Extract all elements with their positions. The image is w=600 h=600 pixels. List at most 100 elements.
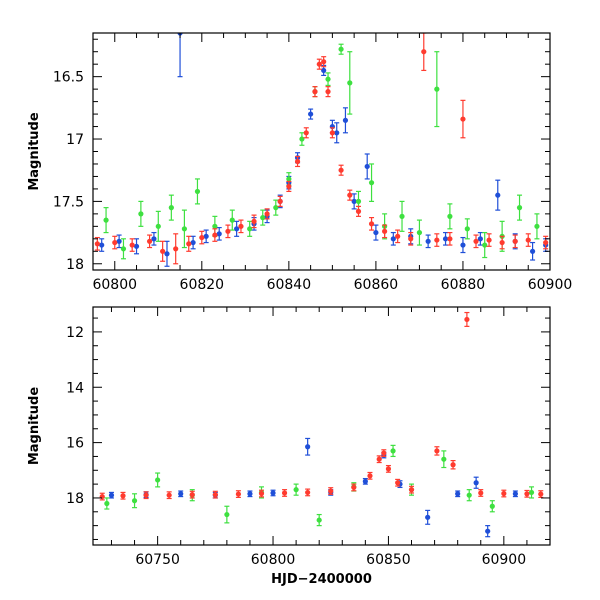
x-axis-title: HJD−2400000 [271,572,372,587]
data-point [460,116,466,122]
y-tick-label: 16.5 [53,70,84,86]
data-layer [99,311,544,538]
data-point [524,491,530,497]
data-point [347,192,353,198]
data-point [194,188,201,195]
x-tick-label: 60820 [180,277,225,293]
data-point [190,239,196,246]
data-point [486,237,492,243]
data-point [260,215,266,221]
data-point [270,490,276,496]
data-point [308,111,314,117]
data-point [168,205,174,211]
data-point [164,251,170,257]
data-point [286,176,292,182]
data-point [212,223,218,229]
x-tick-label: 60840 [267,277,312,293]
data-point [399,213,405,219]
data-point [199,234,205,241]
y-axis-title: Magnitude [27,112,42,191]
data-point [466,492,472,498]
data-point [425,514,431,520]
data-point [328,488,334,494]
data-point [133,243,140,249]
series-2 [99,311,544,501]
data-point [342,117,349,123]
series-1 [103,43,540,260]
data-point [224,511,230,518]
data-point [355,198,362,204]
data-point [447,236,453,242]
data-point [501,490,507,497]
data-point [160,248,166,254]
data-point [234,226,240,232]
data-point [512,491,518,497]
plot-frame [92,32,551,271]
data-point [316,61,322,67]
data-point [104,500,110,507]
data-point [329,130,335,136]
data-point [434,448,440,454]
x-tick-label: 60880 [441,277,486,293]
data-point [138,211,144,217]
data-point [321,59,327,65]
data-point [338,46,344,52]
data-point [229,217,235,223]
y-tick-label: 18 [66,257,84,273]
data-point [473,238,479,244]
data-point [376,456,382,462]
y-tick-label: 17 [66,132,84,148]
data-point [447,213,453,219]
data-point [351,484,357,491]
data-point [338,167,344,173]
data-point [464,316,470,323]
x-tick-label: 60850 [366,552,411,568]
data-layer [94,33,549,267]
data-point [367,473,373,479]
x-tick-label: 60800 [251,552,296,568]
data-point [450,462,456,468]
data-point [312,89,318,95]
x-tick-label: 60800 [92,277,137,293]
y-tick-label: 14 [66,380,84,396]
data-point [281,490,288,496]
data-point [385,466,392,472]
data-point [112,239,118,246]
data-point [321,67,327,74]
data-point [347,80,353,86]
data-point [251,218,257,224]
data-point [247,226,253,232]
data-point [528,489,535,496]
data-point [368,180,375,186]
x-tick-label: 60750 [135,552,180,568]
x-tick-label: 60900 [482,552,527,568]
data-point [293,487,299,493]
data-point [303,130,309,136]
data-point [120,493,126,499]
data-point [395,233,401,239]
data-point [482,242,488,248]
data-point [473,480,479,486]
data-point [364,163,370,170]
y-tick-label: 18 [66,491,84,507]
data-point [495,192,501,198]
data-point [425,238,431,244]
data-point [325,89,331,95]
series-1 [104,444,535,527]
data-point [120,246,127,252]
data-point [238,223,244,229]
data-point [512,238,518,244]
data-point [355,208,362,214]
data-point [189,492,195,498]
y-tick-label: 17.5 [53,194,84,210]
top-panel: 60800 60820 60840 60860 60880 60900 16.5 17 17.5… [27,32,572,293]
data-point [99,242,105,248]
data-point [94,241,100,247]
data-point [485,528,491,534]
data-point [442,236,449,242]
data-point [499,239,505,246]
data-point [382,228,388,234]
data-point [178,491,184,497]
data-point [258,490,265,497]
data-point [131,498,138,504]
